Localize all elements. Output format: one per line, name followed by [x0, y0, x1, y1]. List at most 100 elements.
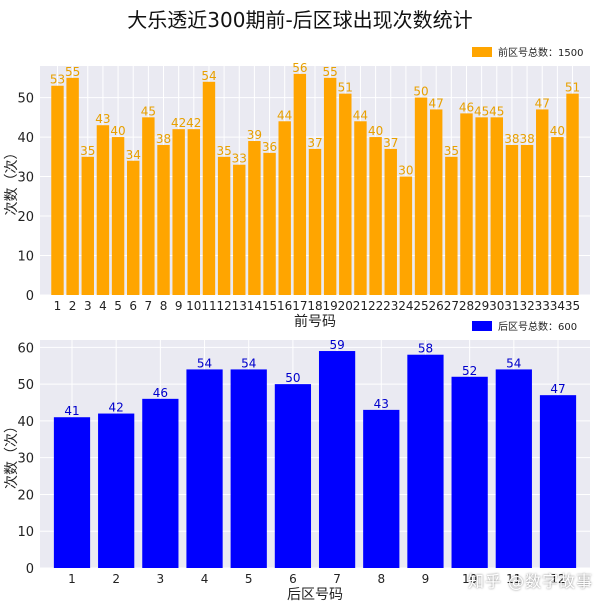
- x-tick-label: 30: [489, 299, 504, 313]
- y-tick-label: 50: [17, 378, 34, 393]
- x-tick-label: 5: [245, 572, 253, 586]
- bar-3: [81, 156, 94, 295]
- x-tick-label: 32: [519, 299, 534, 313]
- bar-11: [495, 369, 532, 568]
- x-tick-label: 6: [289, 572, 297, 586]
- x-tick-label: 2: [69, 299, 77, 313]
- watermark: 知乎 @数字故事: [468, 572, 594, 591]
- bar-13: [233, 164, 246, 295]
- bar-7: [318, 351, 356, 568]
- bar-3: [142, 398, 179, 568]
- x-tick-label: 16: [277, 299, 292, 313]
- legend-label: 后区号总数：600: [498, 320, 577, 333]
- data-label: 38: [504, 132, 519, 146]
- data-label: 35: [444, 144, 459, 158]
- bar-9: [407, 354, 444, 568]
- x-tick-label: 22: [368, 299, 383, 313]
- data-label: 50: [413, 85, 428, 99]
- bar-32: [520, 144, 534, 295]
- data-label: 44: [353, 108, 368, 122]
- x-tick-label: 9: [175, 299, 183, 313]
- legend-swatch: [472, 47, 492, 57]
- data-label: 58: [418, 342, 433, 356]
- data-label: 37: [307, 136, 322, 150]
- bar-1: [53, 417, 91, 568]
- x-tick-label: 28: [459, 299, 474, 313]
- x-tick-label: 7: [333, 572, 341, 586]
- bar-15: [263, 152, 276, 295]
- data-label: 47: [550, 382, 565, 396]
- x-tick-label: 21: [353, 299, 368, 313]
- x-tick-label: 34: [550, 299, 565, 313]
- bar-19: [323, 77, 337, 296]
- x-tick-label: 4: [201, 572, 209, 586]
- data-label: 55: [65, 65, 80, 79]
- data-label: 54: [201, 69, 216, 83]
- x-tick-label: 8: [160, 299, 168, 313]
- bar-22: [369, 137, 382, 295]
- data-label: 53: [50, 73, 65, 87]
- x-tick-label: 20: [338, 299, 353, 313]
- y-axis-label: 次数（次）: [4, 419, 20, 489]
- x-tick-label: 4: [99, 299, 107, 313]
- data-label: 52: [462, 364, 477, 378]
- data-label: 42: [109, 401, 124, 415]
- y-tick-label: 0: [26, 562, 34, 577]
- bar-2: [66, 77, 79, 296]
- data-label: 30: [398, 164, 413, 178]
- data-label: 47: [429, 96, 444, 110]
- x-tick-label: 23: [383, 299, 398, 313]
- bar-9: [172, 129, 185, 295]
- bar-12: [539, 395, 577, 568]
- y-tick-label: 20: [17, 210, 34, 225]
- data-label: 51: [338, 81, 353, 95]
- y-tick-label: 40: [17, 415, 34, 430]
- bar-23: [384, 148, 397, 295]
- data-label: 43: [95, 112, 110, 126]
- bar-5: [111, 137, 125, 295]
- legend-label: 前区号总数：1500: [498, 46, 583, 59]
- data-label: 37: [383, 136, 398, 150]
- y-tick-label: 0: [26, 289, 34, 304]
- bar-10: [187, 129, 201, 295]
- data-label: 51: [565, 81, 580, 95]
- data-label: 42: [171, 116, 186, 130]
- bar-8: [363, 409, 400, 568]
- x-tick-label: 35: [565, 299, 580, 313]
- y-tick-label: 60: [17, 341, 34, 356]
- y-tick-label: 10: [17, 250, 34, 265]
- x-tick-label: 2: [112, 572, 120, 586]
- data-label: 46: [459, 100, 474, 114]
- x-tick-label: 6: [129, 299, 137, 313]
- x-tick-label: 33: [535, 299, 550, 313]
- bar-5: [230, 369, 267, 568]
- bar-18: [308, 148, 322, 295]
- bar-2: [98, 413, 135, 568]
- bar-1: [51, 85, 64, 295]
- bar-34: [551, 137, 564, 295]
- bar-30: [490, 117, 503, 296]
- data-label: 40: [110, 124, 125, 138]
- data-label: 45: [141, 104, 156, 118]
- bar-11: [202, 81, 216, 295]
- data-label: 45: [489, 104, 504, 118]
- bar-7: [142, 117, 155, 296]
- data-label: 40: [550, 124, 565, 138]
- x-tick-label: 7: [145, 299, 153, 313]
- x-tick-label: 3: [157, 572, 165, 586]
- bar-6: [274, 384, 312, 568]
- x-tick-label: 19: [323, 299, 338, 313]
- x-tick-label: 18: [307, 299, 322, 313]
- x-tick-label: 17: [292, 299, 307, 313]
- data-label: 59: [329, 338, 344, 352]
- data-label: 54: [241, 356, 256, 370]
- data-label: 41: [64, 404, 79, 418]
- x-tick-label: 26: [429, 299, 444, 313]
- x-tick-label: 11: [201, 299, 216, 313]
- data-label: 56: [292, 61, 307, 75]
- y-tick-label: 30: [17, 171, 34, 186]
- x-tick-label: 14: [247, 299, 262, 313]
- y-tick-label: 30: [17, 452, 34, 467]
- data-label: 36: [262, 140, 277, 154]
- x-tick-label: 15: [262, 299, 277, 313]
